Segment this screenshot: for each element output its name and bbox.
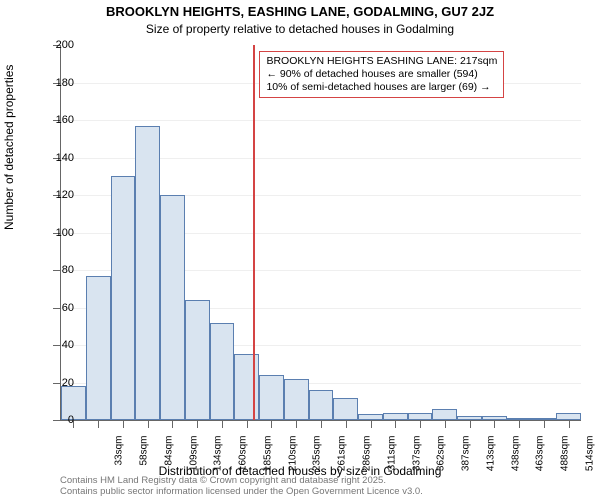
x-tick (172, 420, 173, 428)
x-tick (420, 420, 421, 428)
y-tick-label: 140 (34, 152, 74, 164)
x-tick-label: 413sqm (485, 436, 496, 486)
x-tick-label: 261sqm (337, 436, 348, 486)
callout-line: BROOKLYN HEIGHTS EASHING LANE: 217sqm (266, 55, 497, 68)
x-tick (346, 420, 347, 428)
x-tick-label: 311sqm (386, 436, 397, 486)
histogram-bar (259, 375, 284, 420)
histogram-bar (210, 323, 235, 421)
histogram-bar (333, 398, 358, 421)
x-tick-label: 514sqm (584, 436, 595, 486)
histogram-bar (185, 300, 210, 420)
x-tick-label: 286sqm (362, 436, 373, 486)
histogram-bar (556, 413, 581, 421)
x-tick (519, 420, 520, 428)
y-tick-label: 0 (34, 414, 74, 426)
gridline (61, 120, 581, 121)
x-tick (371, 420, 372, 428)
y-axis-title: Number of detached properties (2, 65, 16, 230)
y-tick-label: 180 (34, 77, 74, 89)
x-tick-label: 337sqm (411, 436, 422, 486)
x-tick (470, 420, 471, 428)
y-tick-label: 160 (34, 114, 74, 126)
x-tick (123, 420, 124, 428)
x-tick (395, 420, 396, 428)
x-tick (222, 420, 223, 428)
x-tick-label: 463sqm (535, 436, 546, 486)
y-tick-label: 120 (34, 189, 74, 201)
x-tick (197, 420, 198, 428)
callout-box: BROOKLYN HEIGHTS EASHING LANE: 217sqm← 9… (259, 51, 504, 98)
x-tick (494, 420, 495, 428)
y-tick-label: 80 (34, 264, 74, 276)
x-tick-label: 160sqm (238, 436, 249, 486)
x-tick-label: 387sqm (461, 436, 472, 486)
histogram-bar (383, 413, 408, 421)
x-tick-label: 362sqm (436, 436, 447, 486)
y-tick-label: 200 (34, 39, 74, 51)
x-tick-label: 134sqm (213, 436, 224, 486)
histogram-bar (284, 379, 309, 420)
x-tick-label: 438sqm (510, 436, 521, 486)
x-tick (148, 420, 149, 428)
x-tick-label: 235sqm (312, 436, 323, 486)
callout-line: 10% of semi-detached houses are larger (… (266, 81, 497, 94)
x-tick-label: 33sqm (114, 436, 125, 486)
x-tick (544, 420, 545, 428)
x-tick-label: 185sqm (262, 436, 273, 486)
histogram-bar (135, 126, 160, 420)
x-tick-label: 109sqm (188, 436, 199, 486)
callout-line: ← 90% of detached houses are smaller (59… (266, 68, 497, 81)
y-tick-label: 40 (34, 339, 74, 351)
x-tick-label: 58sqm (139, 436, 150, 486)
y-tick-label: 100 (34, 227, 74, 239)
plot-area: BROOKLYN HEIGHTS EASHING LANE: 217sqm← 9… (60, 45, 581, 421)
x-tick-label: 84sqm (163, 436, 174, 486)
histogram-bar (111, 176, 136, 420)
y-tick-label: 60 (34, 302, 74, 314)
x-tick (247, 420, 248, 428)
x-tick-label: 488sqm (560, 436, 571, 486)
histogram-bar (432, 409, 457, 420)
x-tick-label: 210sqm (287, 436, 298, 486)
chart-container: BROOKLYN HEIGHTS, EASHING LANE, GODALMIN… (0, 0, 600, 500)
chart-subtitle: Size of property relative to detached ho… (0, 22, 600, 36)
histogram-bar (408, 413, 433, 421)
x-tick (98, 420, 99, 428)
x-tick (296, 420, 297, 428)
x-tick (321, 420, 322, 428)
histogram-bar (160, 195, 185, 420)
y-tick-label: 20 (34, 377, 74, 389)
x-tick (569, 420, 570, 428)
chart-title: BROOKLYN HEIGHTS, EASHING LANE, GODALMIN… (0, 4, 600, 19)
histogram-bar (309, 390, 334, 420)
histogram-bar (86, 276, 111, 420)
footer-line-2: Contains public sector information licen… (60, 487, 423, 498)
x-tick (271, 420, 272, 428)
x-tick (445, 420, 446, 428)
marker-line (253, 45, 255, 420)
